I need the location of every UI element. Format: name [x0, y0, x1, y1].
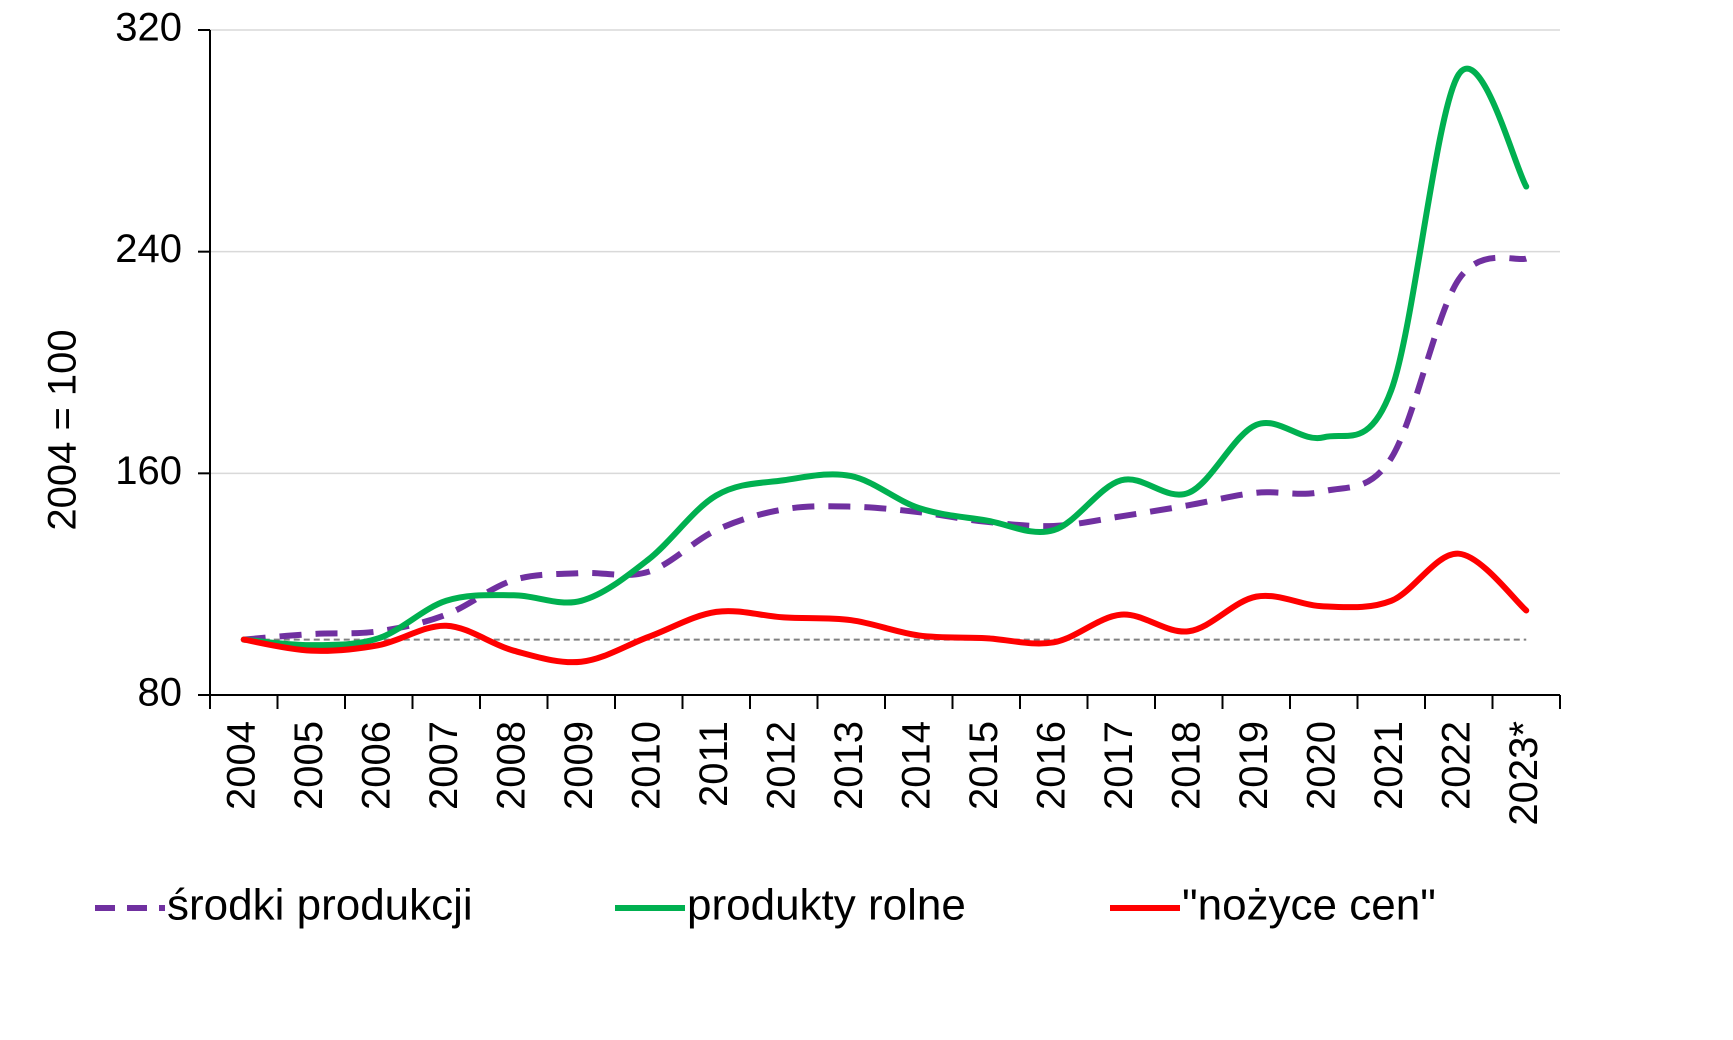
x-tick-label: 2013: [827, 721, 871, 810]
x-tick-label: 2015: [962, 721, 1006, 810]
x-tick-label: 2014: [894, 721, 938, 810]
y-tick-label: 240: [115, 227, 182, 271]
x-tick-label: 2019: [1232, 721, 1276, 810]
series-line: [243, 254, 1528, 643]
y-tick-label: 80: [138, 671, 183, 715]
series-line: [240, 550, 1530, 666]
x-tick-label: 2020: [1299, 721, 1343, 810]
x-tick-label: 2018: [1164, 721, 1208, 810]
x-tick-label: 2011: [692, 721, 736, 807]
legend-label: środki produkcji: [167, 881, 473, 930]
x-tick-label: 2017: [1097, 721, 1141, 810]
y-tick-label: 320: [115, 6, 182, 50]
x-tick-label: 2004: [219, 721, 263, 810]
x-tick-label: 2012: [759, 721, 803, 810]
legend-label: produkty rolne: [687, 881, 966, 930]
x-tick-label: 2007: [422, 721, 466, 810]
x-tick-label: 2008: [489, 721, 533, 810]
x-tick-label: 2023*: [1502, 721, 1546, 826]
x-tick-label: 2022: [1434, 721, 1478, 810]
x-tick-label: 2006: [354, 721, 398, 810]
x-tick-label: 2021: [1367, 721, 1411, 810]
y-axis-label: 2004 = 100: [41, 329, 85, 530]
x-tick-label: 2005: [287, 721, 331, 810]
x-tick-label: 2010: [624, 721, 668, 810]
x-tick-label: 2016: [1029, 721, 1073, 810]
legend-label: "nożyce cen": [1182, 881, 1436, 930]
y-tick-label: 160: [115, 449, 182, 493]
series-line: [240, 65, 1530, 649]
x-tick-label: 2009: [557, 721, 601, 810]
